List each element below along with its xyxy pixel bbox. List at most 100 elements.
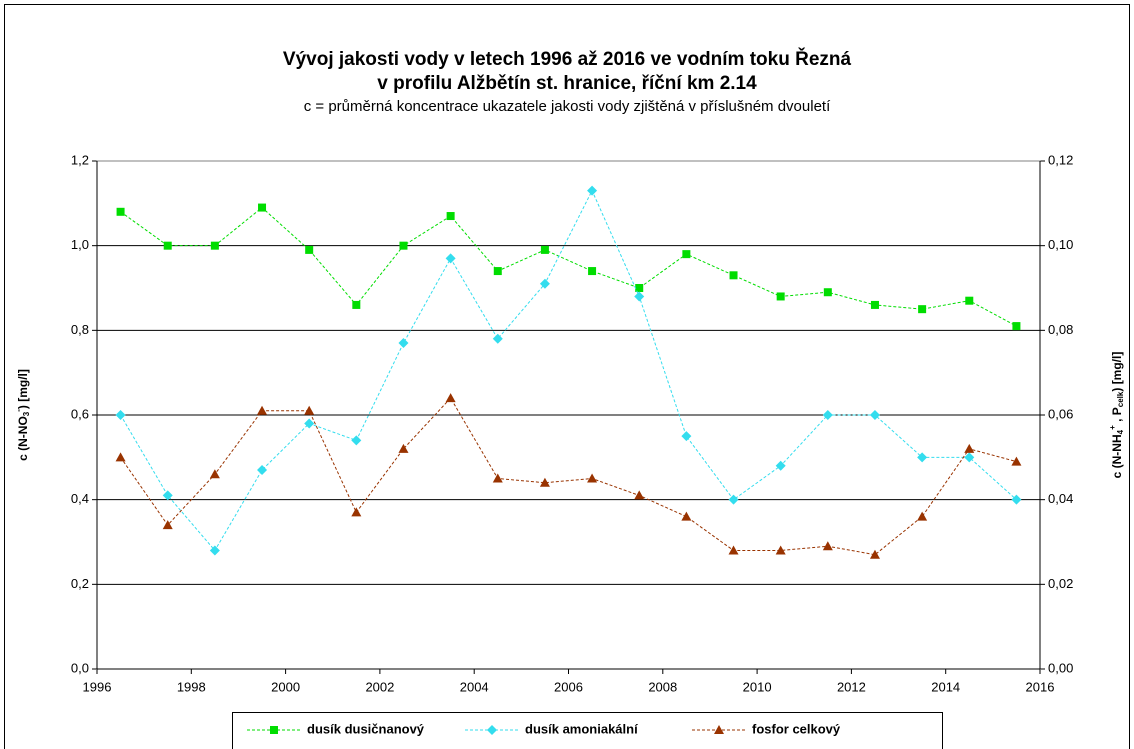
marker (869, 410, 880, 420)
legend-label: fosfor celkový (752, 721, 841, 736)
marker (775, 545, 786, 555)
y2-tick-label: 0,02 (1048, 576, 1073, 591)
marker (775, 460, 786, 471)
marker (257, 405, 268, 415)
chart-title: Vývoj jakosti vody v letech 1996 až 2016… (283, 48, 852, 70)
x-tick-label: 2016 (1026, 679, 1055, 694)
marker (257, 465, 268, 476)
marker (493, 267, 502, 276)
y-tick-label: 0,8 (71, 322, 89, 337)
label-sup: - (14, 409, 23, 412)
marker (917, 452, 928, 463)
marker (492, 333, 503, 344)
marker (446, 212, 455, 221)
marker (917, 511, 928, 521)
chart-title: v profilu Alžbětín st. hranice, říční km… (377, 73, 757, 94)
label-sup: + (1108, 425, 1117, 430)
marker (399, 241, 408, 250)
x-tick-label: 2000 (271, 679, 300, 694)
y-tick-label: 0,0 (71, 660, 89, 675)
x-tick-label: 2008 (648, 679, 677, 694)
label-part: c (N-NH (1110, 434, 1124, 478)
x-tick-label: 2010 (743, 679, 772, 694)
marker (918, 305, 927, 314)
marker (776, 292, 785, 301)
x-tick-label: 2014 (931, 679, 960, 694)
legend-label: dusík amoniakální (525, 721, 638, 736)
marker (209, 545, 220, 556)
y-tick-label: 0,6 (71, 406, 89, 421)
marker (681, 511, 692, 521)
marker (352, 300, 361, 309)
marker (588, 267, 597, 276)
marker (351, 507, 362, 517)
label-part: ) [mg/l] (1110, 352, 1124, 392)
marker (445, 253, 456, 264)
x-tick-label: 2004 (460, 679, 489, 694)
marker (258, 203, 267, 212)
y-tick-label: 0,2 (71, 576, 89, 591)
y2-tick-label: 0,00 (1048, 660, 1073, 675)
marker (870, 300, 879, 309)
label-part: , P (1110, 407, 1124, 425)
marker (115, 452, 126, 462)
y2-tick-label: 0,08 (1048, 322, 1073, 337)
marker (681, 431, 692, 442)
marker (162, 490, 173, 501)
y2-tick-label: 0,10 (1048, 237, 1073, 252)
marker (728, 545, 739, 555)
marker (398, 338, 409, 349)
label-sub: 4 (1116, 429, 1125, 434)
label-part: c (N-NO (16, 416, 30, 461)
series-line (120, 206, 1017, 327)
chart-subtitle: c = průměrná koncentrace ukazatele jakos… (304, 98, 831, 115)
marker (635, 284, 644, 292)
x-tick-label: 1998 (177, 679, 206, 694)
x-tick-label: 2002 (365, 679, 394, 694)
marker (162, 520, 173, 530)
marker (540, 245, 549, 254)
y-tick-label: 1,0 (71, 237, 89, 252)
label-part: ) [mg/l] (16, 369, 30, 409)
marker (728, 494, 739, 505)
marker (305, 245, 314, 254)
y-axis-label: c (N-NO3-) [mg/l] (14, 369, 31, 461)
marker (115, 410, 126, 420)
legend-marker (270, 726, 278, 734)
marker (965, 296, 974, 305)
marker (539, 278, 550, 289)
marker (729, 271, 738, 280)
marker (492, 473, 503, 483)
marker (634, 490, 645, 500)
y2-tick-label: 0,12 (1048, 152, 1073, 167)
y-tick-label: 0,4 (71, 491, 89, 506)
marker (209, 469, 220, 479)
marker (587, 473, 598, 483)
series-line (120, 397, 1017, 556)
marker (587, 185, 598, 196)
marker (351, 435, 362, 446)
marker (634, 291, 645, 302)
series-line (120, 189, 1017, 552)
label-sub: 3 (22, 411, 31, 416)
y-tick-label: 1,2 (71, 152, 89, 167)
marker (398, 443, 409, 453)
x-tick-label: 2006 (554, 679, 583, 694)
legend-box (232, 712, 943, 749)
marker (682, 250, 691, 259)
marker (445, 393, 456, 403)
marker (304, 418, 315, 429)
marker (210, 241, 219, 250)
marker (1012, 322, 1021, 331)
marker (304, 405, 315, 415)
marker (822, 541, 833, 551)
marker (1011, 456, 1022, 466)
marker (163, 241, 172, 250)
y2-tick-label: 0,06 (1048, 406, 1073, 421)
marker (539, 477, 550, 487)
marker (116, 207, 125, 216)
marker (1011, 494, 1022, 505)
x-tick-label: 1996 (83, 679, 112, 694)
marker (823, 288, 832, 297)
